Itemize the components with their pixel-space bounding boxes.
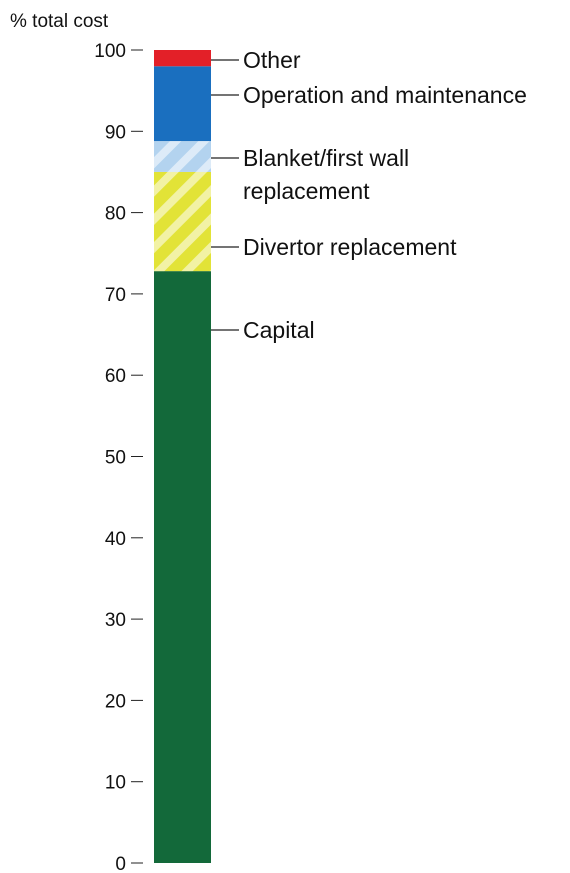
- y-tick-label-70: 70: [105, 285, 126, 306]
- y-tick-label-60: 60: [105, 366, 126, 387]
- segment-label-blanket-first-wall-replacement-line2: replacement: [243, 178, 370, 204]
- y-tick-label-30: 30: [105, 610, 126, 631]
- y-tick-label-40: 40: [105, 529, 126, 550]
- y-axis-label: % total cost: [10, 11, 109, 32]
- y-tick-label-80: 80: [105, 204, 126, 225]
- segment-labels: Capital Divertor replacement Blanket/first…: [211, 47, 527, 343]
- y-tick-label-20: 20: [105, 691, 126, 712]
- y-tick-label-100: 100: [94, 41, 126, 62]
- segment-label-other: Other: [243, 47, 301, 73]
- y-axis: 0 10 20 30 40 50 60 70 80 90 100: [94, 41, 143, 873]
- bar-segment-operation-and-maintenance: [154, 66, 211, 142]
- bar-hatch-blanket-first-wall-replacement: [154, 141, 211, 172]
- segment-label-divertor-replacement: Divertor replacement: [243, 234, 457, 260]
- stacked-bar: [154, 50, 211, 863]
- segment-label-operation-and-maintenance: Operation and maintenance: [243, 82, 527, 108]
- y-tick-label-0: 0: [115, 854, 126, 873]
- bar-segment-other: [154, 50, 211, 67]
- segment-label-capital: Capital: [243, 317, 315, 343]
- y-tick-label-10: 10: [105, 773, 126, 794]
- y-tick-label-90: 90: [105, 122, 126, 143]
- segment-label-blanket-first-wall-replacement: Blanket/first wall: [243, 145, 409, 171]
- bar-hatch-divertor-replacement: [154, 171, 211, 272]
- bar-segment-capital: [154, 271, 211, 863]
- y-tick-label-50: 50: [105, 448, 126, 469]
